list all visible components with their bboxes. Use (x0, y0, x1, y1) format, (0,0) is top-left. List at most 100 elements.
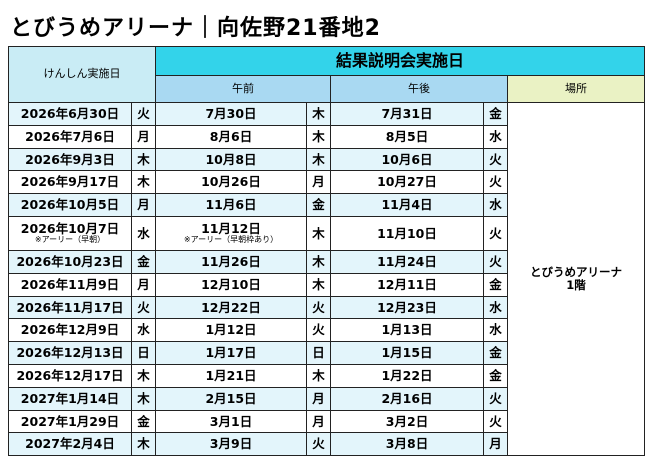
cell-text: 2026年9月17日 (20, 174, 120, 190)
table-cell: 2026年6月30日 (8, 102, 132, 126)
cell-text: 木 (312, 128, 325, 144)
table-cell: 木 (306, 363, 331, 388)
cell-text: 11月6日 (205, 197, 257, 213)
cell-text: 2026年12月9日 (20, 322, 120, 338)
cell-text: 火 (489, 390, 502, 406)
cell-text: 水 (137, 322, 150, 338)
cell-text: 10月8日 (205, 151, 257, 167)
cell-text: 2月16日 (381, 390, 433, 406)
table-row: 2026年12月17日木 1月21日木 1月22日金 (8, 363, 645, 388)
cell-text: 火 (312, 436, 325, 452)
table-row: 2026年11月9日 月 12月10日 木 12月11日 金 (8, 272, 645, 297)
header-cell: 結果説明会実施日 (154, 46, 646, 76)
cell-text: 木 (137, 390, 150, 406)
table-cell: 金 (131, 249, 156, 274)
cell-text: 8月5日 (385, 128, 429, 144)
table-row: 2026年11月17日火 12月22日火 12月23日水 (8, 295, 645, 320)
table-cell: 木 (306, 147, 331, 172)
cell-text: 2026年10月7日 (20, 221, 120, 237)
table-cell: 8月5日 (330, 124, 484, 149)
table-cell: 金 (483, 272, 508, 297)
cell-text: 2026年9月3日 (25, 151, 115, 167)
cell-text: 1月21日 (205, 367, 257, 383)
cell-text: 11月24日 (377, 254, 437, 269)
table-cell: 金 (306, 193, 331, 217)
cell-text: 火 (312, 299, 325, 315)
table-cell: 11月10日 (330, 215, 484, 251)
cell-text: 火 (312, 322, 325, 338)
table-cell: 木 (306, 249, 331, 274)
cell-text: 木 (312, 254, 325, 269)
cell-text: 1月13日 (381, 322, 433, 338)
cell-text: 水 (489, 322, 502, 338)
table-cell: 12月23日 (330, 295, 484, 320)
cell-text: 1月15日 (381, 345, 433, 361)
table-cell: 7月31日 (330, 102, 484, 126)
cell-text: 2026年11月9日 (20, 276, 120, 292)
table-cell: 木 (131, 432, 156, 457)
header-cell: けんしん実施日 (8, 46, 156, 103)
table-cell: 木 (131, 363, 156, 388)
cell-text: 2026年7月6日 (25, 128, 115, 144)
cell-text: 金 (489, 367, 502, 383)
cell-text: 金 (489, 345, 502, 361)
table-cell: 10月26日 (155, 170, 307, 195)
cell-text: 11月4日 (381, 197, 433, 213)
cell-text: 金 (312, 197, 325, 213)
table-cell: 月 (131, 272, 156, 297)
schedule-table: けんしん実施日 結果説明会実施日 午前 午後 場所 2026年6月30日火 7月3… (8, 46, 646, 457)
cell-text: 水 (489, 299, 502, 315)
cell-text: 木 (312, 276, 325, 292)
table-cell: 1月22日 (330, 363, 484, 388)
cell-text: 12月22日 (201, 299, 261, 315)
cell-text: 2026年10月5日 (20, 197, 120, 213)
table-cell: 2026年10月5日 (8, 193, 132, 217)
table-cell: 11月24日 (330, 249, 484, 274)
cell-text: 水 (489, 128, 502, 144)
table-row: 2027年2月4日 木 3月9日 火 3月8日 月 (8, 432, 645, 457)
table-cell: 1月15日 (330, 341, 484, 365)
table-cell: 2026年9月17日 (8, 170, 132, 195)
cell-text: 1月17日 (205, 345, 257, 361)
cell-text: 10月26日 (201, 174, 261, 190)
table-cell: 火 (483, 409, 508, 434)
cell-text: 水 (489, 197, 502, 213)
cell-text: 7月30日 (205, 106, 257, 122)
table-cell: 火 (131, 102, 156, 126)
table-cell: 火 (483, 249, 508, 274)
table-cell: 火 (483, 170, 508, 195)
cell-note: ※アーリー（早朝枠あり） (183, 234, 279, 244)
table-cell: 3月1日 (155, 409, 307, 434)
cell-text: 火 (137, 299, 150, 315)
table-cell: 2026年10月23日 (8, 249, 132, 274)
cell-text: 日 (312, 345, 325, 361)
cell-text: 7月31日 (381, 106, 433, 122)
table-cell: 2026年12月9日 (8, 318, 132, 343)
cell-text: 3月8日 (385, 436, 429, 452)
cell-text: 月 (312, 390, 325, 406)
table-cell: 月 (306, 409, 331, 434)
table-cell: 木 (131, 170, 156, 195)
table-row: 2026年10月5日 月 11月6日 金 11月4日 水 (8, 193, 645, 217)
table-cell: 木 (131, 386, 156, 411)
cell-text: 2026年12月13日 (16, 345, 124, 361)
header-cell: 場所 (506, 75, 646, 103)
cell-text: 木 (312, 151, 325, 167)
table-cell: 2026年11月9日 (8, 272, 132, 297)
cell-text: 月 (312, 413, 325, 429)
table-cell: 木 (306, 272, 331, 297)
table-cell: 12月10日 (155, 272, 307, 297)
table-cell: 2026年9月3日 (8, 147, 132, 172)
cell-text: 2027年2月4日 (25, 436, 115, 452)
cell-text: 3月2日 (385, 413, 429, 429)
cell-text: 月 (137, 276, 150, 292)
table-cell: 木 (306, 215, 331, 251)
table-cell: 月 (306, 170, 331, 195)
cell-text: 11月12日 (201, 221, 261, 237)
table-cell: 2026年12月13日 (8, 341, 132, 365)
cell-text: 火 (489, 151, 502, 167)
table-cell: 1月17日 (155, 341, 307, 365)
table-cell: 2026年10月7日 ※アーリー（早朝） (8, 215, 132, 251)
cell-text: 月 (137, 128, 150, 144)
table-cell: 水 (483, 295, 508, 320)
